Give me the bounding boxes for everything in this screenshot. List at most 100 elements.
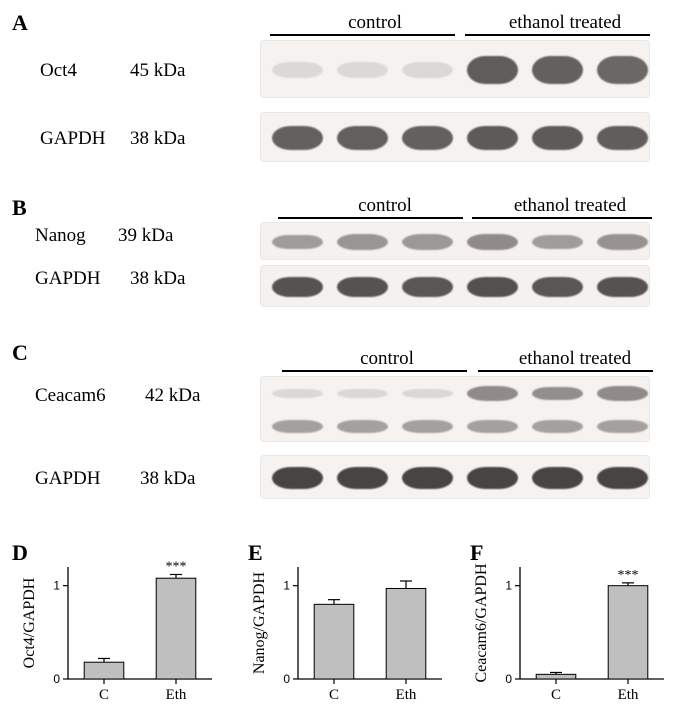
condition-label-treated-a: ethanol treated [480,12,650,34]
chart-xlabel: C [99,687,109,703]
blot-band [337,234,388,249]
blot-band [532,387,583,401]
blot-band [272,277,323,297]
chart-bar [386,588,426,679]
condition-bar-control-a [270,34,455,36]
protein-label-gapdh-b: GAPDH [35,268,100,290]
blot-band [402,126,453,149]
chart-ytick: 0 [505,672,512,686]
blot-a-loading [260,112,650,162]
blot-band [272,420,323,433]
blot-band [597,420,648,433]
blot-b-loading [260,265,650,307]
blot-band [532,56,583,84]
mw-label-ceacam6: 42 kDa [145,385,200,407]
condition-bar-treated-a [465,34,650,36]
protein-label-nanog: Nanog [35,225,86,247]
condition-label-treated-b: ethanol treated [485,195,655,217]
protein-label-gapdh-a: GAPDH [40,128,105,150]
chart-ytick: 0 [283,672,290,686]
blot-band [597,126,648,149]
blot-band [272,389,323,399]
mw-label-oct4: 45 kDa [130,60,185,82]
blot-c-loading [260,455,650,499]
condition-bar-control-b [278,217,463,219]
blot-band [597,386,648,400]
chart-ytick: 1 [283,579,290,593]
chart-y-title: Ceacam6/GAPDH [473,563,490,683]
blot-band [337,389,388,399]
chart-xlabel: Eth [166,687,187,703]
blot-band [337,62,388,78]
blot-band [532,467,583,488]
panel-letter-c: C [12,340,28,366]
blot-band [467,467,518,488]
protein-label-oct4: Oct4 [40,60,77,82]
blot-band [402,389,453,399]
blot-band [532,235,583,250]
mw-label-gapdh-b: 38 kDa [130,268,185,290]
chart-bar [608,586,648,679]
condition-label-treated-c: ethanol treated [490,348,660,370]
blot-band [532,420,583,433]
chart-significance: *** [166,559,187,574]
chart-bar [84,662,124,679]
chart-bar [314,604,354,679]
condition-bar-treated-c [478,370,653,372]
blot-band [272,62,323,78]
condition-label-control-b: control [310,195,460,217]
blot-band [402,234,453,249]
blot-band [467,277,518,297]
chart-xlabel: Eth [396,687,417,703]
chart-xlabel: C [329,687,339,703]
chart-d: Oct4/GAPDH 0 1 C *** Eth [20,555,220,710]
chart-xlabel: Eth [618,687,639,703]
blot-band [337,277,388,297]
mw-label-gapdh-c: 38 kDa [140,468,195,490]
chart-xlabel: C [551,687,561,703]
condition-bar-treated-b [472,217,652,219]
condition-label-control-a: control [300,12,450,34]
blot-band [337,467,388,488]
panel-letter-a: A [12,10,28,36]
blot-b-target [260,222,650,260]
blot-band [597,56,648,83]
blot-c-target [260,376,650,442]
blot-band [532,277,583,297]
blot-band [467,386,518,400]
blot-band [467,126,518,150]
chart-e: Nanog/GAPDH 0 1 C Eth [250,555,450,710]
panel-letter-b: B [12,195,27,221]
condition-bar-control-c [282,370,467,372]
chart-ytick: 1 [53,579,60,593]
blot-band [402,420,453,433]
blot-a-target [260,40,650,98]
blot-band [337,420,388,433]
protein-label-gapdh-c: GAPDH [35,468,100,490]
chart-bar [536,674,576,679]
blot-band [272,126,323,149]
blot-band [532,126,583,150]
chart-significance: *** [618,568,639,583]
blot-band [597,277,648,297]
mw-label-nanog: 39 kDa [118,225,173,247]
chart-ytick: 1 [505,579,512,593]
blot-band [272,467,323,488]
chart-bar [156,578,196,679]
blot-band [467,234,518,250]
blot-band [467,56,518,84]
mw-label-gapdh-a: 38 kDa [130,128,185,150]
blot-band [402,277,453,297]
chart-y-title: Nanog/GAPDH [251,571,268,674]
blot-band [597,467,648,488]
chart-f: Ceacam6/GAPDH 0 1 C *** Eth [472,555,672,710]
blot-band [272,235,323,250]
condition-label-control-c: control [312,348,462,370]
blot-band [597,234,648,250]
chart-ytick: 0 [53,672,60,686]
blot-band [337,126,388,149]
blot-band [402,467,453,488]
protein-label-ceacam6: Ceacam6 [35,385,106,407]
chart-y-title: Oct4/GAPDH [21,577,38,668]
blot-band [467,420,518,433]
